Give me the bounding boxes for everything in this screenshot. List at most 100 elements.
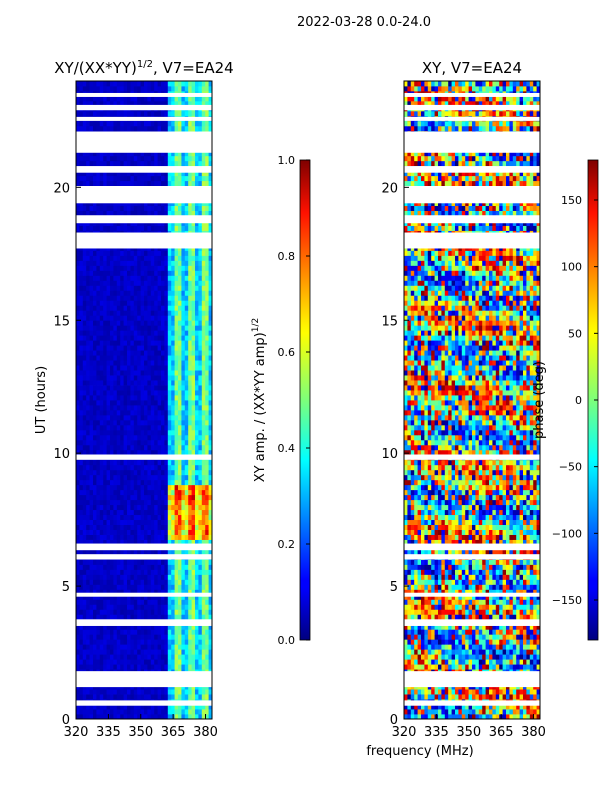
heatmap-cell <box>205 589 209 595</box>
heatmap-cell <box>127 275 131 281</box>
heatmap-cell <box>164 380 169 386</box>
heatmap-cell <box>133 285 138 291</box>
heatmap-cell <box>164 479 169 486</box>
heatmap-cell <box>123 180 128 187</box>
heatmap-cell <box>205 275 209 281</box>
heatmap-cell <box>76 400 80 406</box>
heatmap-cell <box>99 200 104 207</box>
heatmap-cell <box>120 390 124 396</box>
heatmap-cell <box>178 220 182 226</box>
heatmap-cell <box>205 559 209 565</box>
heatmap-cell <box>116 509 121 516</box>
heatmap-cell <box>150 345 155 351</box>
heatmap-cell <box>201 624 206 630</box>
heatmap-cell <box>184 629 189 635</box>
heatmap-cell <box>201 474 206 481</box>
heatmap-cell <box>157 499 162 506</box>
heatmap-cell <box>89 220 94 226</box>
heatmap-cell <box>178 350 182 356</box>
heatmap-cell <box>89 275 94 281</box>
heatmap-cell <box>133 400 138 406</box>
heatmap-cell <box>110 429 114 436</box>
heatmap-cell <box>127 404 131 411</box>
heatmap-cell <box>127 524 131 530</box>
heatmap-cell <box>103 614 107 620</box>
heatmap-cell <box>198 205 203 211</box>
heatmap-cell <box>147 549 152 555</box>
heatmap-cell <box>76 559 80 565</box>
amplitude-panel-title: XY/(XX*YY)1/2, V7=EA24 <box>54 59 233 77</box>
heatmap-cell <box>89 474 94 481</box>
heatmap-cell <box>113 125 118 132</box>
heatmap-cell <box>178 494 182 501</box>
heatmap-cell <box>116 295 121 301</box>
heatmap-cell <box>201 325 206 331</box>
heatmap-cell <box>82 639 87 645</box>
heatmap-cell <box>178 225 182 231</box>
heatmap-cell <box>191 709 196 715</box>
heatmap-cell <box>120 355 124 361</box>
heatmap-cell <box>205 120 209 127</box>
heatmap-cell <box>120 205 124 211</box>
heatmap-cell <box>76 629 80 635</box>
heatmap-cell <box>195 395 199 401</box>
heatmap-cell <box>157 494 162 501</box>
heatmap-cell <box>130 634 135 640</box>
heatmap-cell <box>147 345 152 351</box>
heatmap-cell <box>195 604 199 610</box>
heatmap-cell <box>161 200 165 207</box>
heatmap-cell <box>140 315 145 321</box>
heatmap-cell <box>161 295 165 301</box>
heatmap-cell <box>154 519 158 526</box>
heatmap-cell <box>89 125 94 132</box>
heatmap-cell <box>123 365 128 371</box>
heatmap-cell <box>86 574 90 580</box>
heatmap-cell <box>123 539 128 545</box>
heatmap-cell <box>157 390 162 396</box>
heatmap-cell <box>76 534 80 540</box>
heatmap-cell <box>147 499 152 506</box>
heatmap-cell <box>171 489 175 496</box>
heatmap-cell <box>174 444 179 451</box>
heatmap-cell <box>76 375 80 381</box>
heatmap-cell <box>110 664 114 670</box>
heatmap-cell <box>123 400 128 406</box>
heatmap-cell <box>116 210 121 216</box>
heatmap-cell <box>130 504 135 511</box>
heatmap-cell <box>178 125 182 132</box>
heatmap-cell <box>96 330 101 336</box>
heatmap-cell <box>195 170 199 177</box>
heatmap-cell <box>147 310 152 316</box>
heatmap-cell <box>188 395 192 401</box>
heatmap-cell <box>205 614 209 620</box>
heatmap-cell <box>208 534 213 540</box>
heatmap-cell <box>106 295 111 301</box>
heatmap-cell <box>191 100 196 107</box>
heatmap-cell <box>188 414 192 421</box>
heatmap-cell <box>167 564 172 570</box>
heatmap-cell <box>195 569 199 575</box>
heatmap-cell <box>82 180 87 187</box>
heatmap-cell <box>147 225 152 231</box>
heatmap-cell <box>120 300 124 306</box>
heatmap-cell <box>140 514 145 521</box>
heatmap-cell <box>96 499 101 506</box>
heatmap-cell <box>161 594 165 600</box>
heatmap-cell <box>191 589 196 595</box>
heatmap-cell <box>205 305 209 311</box>
heatmap-cell <box>144 709 148 715</box>
heatmap-cell <box>188 315 192 321</box>
heatmap-cell <box>167 210 172 216</box>
heatmap-cell <box>161 634 165 640</box>
heatmap-cell <box>123 300 128 306</box>
heatmap-cell <box>188 295 192 301</box>
heatmap-cell <box>157 95 162 102</box>
heatmap-cell <box>89 350 94 356</box>
heatmap-cell <box>106 489 111 496</box>
heatmap-cell <box>86 689 90 695</box>
heatmap-cell <box>79 180 84 187</box>
heatmap-cell <box>195 335 199 341</box>
heatmap-cell <box>116 400 121 406</box>
heatmap-cell <box>201 409 206 416</box>
heatmap-cell <box>191 664 196 670</box>
